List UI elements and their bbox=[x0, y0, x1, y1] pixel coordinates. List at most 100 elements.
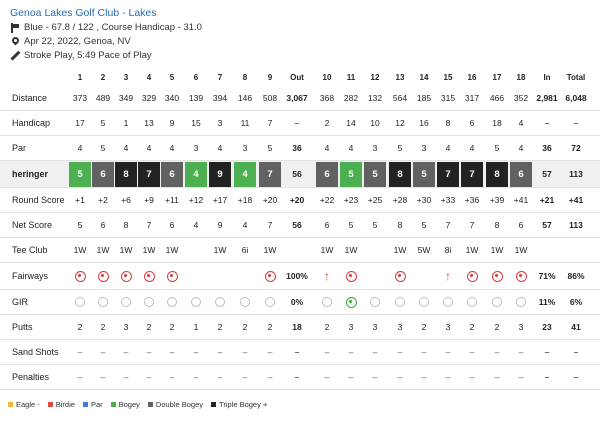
score-cell bbox=[92, 263, 115, 289]
score-cell: 2,981 bbox=[536, 93, 558, 103]
score-box: 7 bbox=[437, 161, 459, 187]
score-cell: – bbox=[217, 372, 223, 382]
score-cell: – bbox=[469, 347, 475, 357]
score-cell: – bbox=[169, 347, 175, 357]
score-cell: +11 bbox=[165, 195, 179, 205]
score-cell: 7 bbox=[469, 220, 475, 230]
score-box: 6 bbox=[316, 161, 338, 187]
score-cell: 8 bbox=[486, 161, 509, 187]
score-cell: 10 bbox=[370, 118, 380, 128]
score-cell: 6 bbox=[161, 161, 184, 187]
row-label: Sand Shots bbox=[12, 347, 59, 357]
score-cell: +41 bbox=[513, 195, 529, 205]
location-pin-icon bbox=[10, 37, 20, 47]
score-cell: 1W bbox=[73, 245, 87, 255]
score-cell bbox=[340, 263, 363, 289]
gir-miss-icon bbox=[492, 297, 502, 307]
score-cell: – bbox=[242, 372, 248, 382]
legend-swatch bbox=[82, 402, 88, 407]
score-cell: 7 bbox=[445, 220, 451, 230]
column-header: 2 bbox=[100, 72, 106, 82]
score-cell bbox=[461, 290, 484, 314]
score-cell: – bbox=[123, 347, 129, 357]
row-label: Handicap bbox=[12, 118, 51, 128]
score-cell: +23 bbox=[343, 195, 359, 205]
score-cell: +36 bbox=[464, 195, 480, 205]
row-label: Net Score bbox=[12, 220, 53, 230]
score-cell: 1 bbox=[123, 118, 129, 128]
score-cell: 315 bbox=[440, 93, 456, 103]
score-cell: 132 bbox=[367, 93, 383, 103]
score-cell: – bbox=[445, 372, 451, 382]
gir-miss-icon bbox=[419, 297, 429, 307]
column-header: Total bbox=[566, 72, 586, 82]
legend-swatch bbox=[8, 402, 13, 407]
score-cell: 394 bbox=[212, 93, 228, 103]
score-cell: 3 bbox=[217, 118, 223, 128]
score-cell: 5 bbox=[372, 220, 378, 230]
score-box: 6 bbox=[510, 161, 532, 187]
score-cell: 1W bbox=[514, 245, 528, 255]
score-cell: 57 bbox=[542, 169, 552, 179]
stat-row: Tee Club 1W 1W 1W 1W 1W 1W 6i 1W 1W 1W 1W 5W 8i 1W 1W 1W bbox=[0, 238, 600, 263]
score-cell: – bbox=[372, 347, 378, 357]
score-box: 5 bbox=[340, 161, 362, 187]
legend-swatch bbox=[211, 402, 217, 407]
player-score-row: heringer 5 6 8 7 6 4 9 4 7 56 6 5 5 8 5 7 7 8 6 57 113 bbox=[0, 161, 600, 188]
score-cell bbox=[138, 263, 161, 289]
score-cell: – bbox=[100, 347, 106, 357]
fairway-hit-icon bbox=[515, 270, 527, 282]
scorecard-header: Genoa Lakes Golf Club - Lakes Blue - 67.… bbox=[10, 6, 590, 63]
score-cell bbox=[286, 238, 309, 262]
score-cell bbox=[565, 238, 588, 262]
score-cell: – bbox=[544, 118, 550, 128]
score-cell: 9 bbox=[217, 220, 223, 230]
score-cell bbox=[389, 263, 412, 289]
score-cell: 4 bbox=[169, 143, 175, 153]
score-cell: – bbox=[169, 372, 175, 382]
score-cell: 71% bbox=[538, 271, 556, 281]
score-cell: – bbox=[397, 372, 403, 382]
column-header: 5 bbox=[169, 72, 175, 82]
column-header: 6 bbox=[193, 72, 199, 82]
score-cell: 2 bbox=[421, 322, 427, 332]
score-cell: 13 bbox=[144, 118, 154, 128]
score-cell: 1W bbox=[142, 245, 156, 255]
legend-item: Par bbox=[82, 400, 103, 409]
fairway-hit-icon bbox=[143, 270, 155, 282]
gir-miss-icon bbox=[240, 297, 250, 307]
score-cell: 6 bbox=[469, 118, 475, 128]
score-cell: – bbox=[348, 372, 354, 382]
score-cell: 6 bbox=[518, 220, 524, 230]
course-title-link[interactable]: Genoa Lakes Golf Club - Lakes bbox=[10, 7, 157, 19]
score-cell: 12 bbox=[395, 118, 405, 128]
score-cell: – bbox=[573, 118, 579, 128]
column-header: 14 bbox=[419, 72, 429, 82]
score-cell: 18 bbox=[492, 118, 502, 128]
score-box: 5 bbox=[413, 161, 435, 187]
legend-swatch bbox=[147, 402, 153, 407]
score-cell: 3 bbox=[397, 322, 403, 332]
stat-row: Putts 2 2 3 2 2 1 2 2 2 18 2 3 3 3 2 3 2 2 3 23 41 bbox=[0, 315, 600, 340]
score-box: 8 bbox=[486, 161, 508, 187]
score-cell: – bbox=[544, 372, 550, 382]
score-box: 6 bbox=[92, 161, 114, 187]
score-cell: – bbox=[397, 347, 403, 357]
play-info: Stroke Play, 5:49 Pace of Play bbox=[10, 49, 590, 63]
score-cell: 5 bbox=[267, 143, 273, 153]
score-cell: 23 bbox=[542, 322, 552, 332]
legend-item: Birdie bbox=[47, 400, 75, 409]
score-cell: – bbox=[445, 347, 451, 357]
column-header: 3 bbox=[123, 72, 129, 82]
score-cell: 1 bbox=[193, 322, 199, 332]
score-cell: 4 bbox=[77, 143, 83, 153]
score-cell bbox=[115, 263, 138, 289]
score-cell: 3 bbox=[445, 322, 451, 332]
legend-label: Double Bogey bbox=[155, 400, 204, 409]
column-header: 8 bbox=[242, 72, 248, 82]
score-cell: 6i bbox=[241, 245, 249, 255]
score-cell bbox=[185, 263, 208, 289]
score-cell: – bbox=[242, 347, 248, 357]
gir-miss-icon bbox=[265, 297, 275, 307]
score-legend: Eagle - Birdie Par Bogey Double Bogey Triple … bbox=[8, 400, 275, 409]
